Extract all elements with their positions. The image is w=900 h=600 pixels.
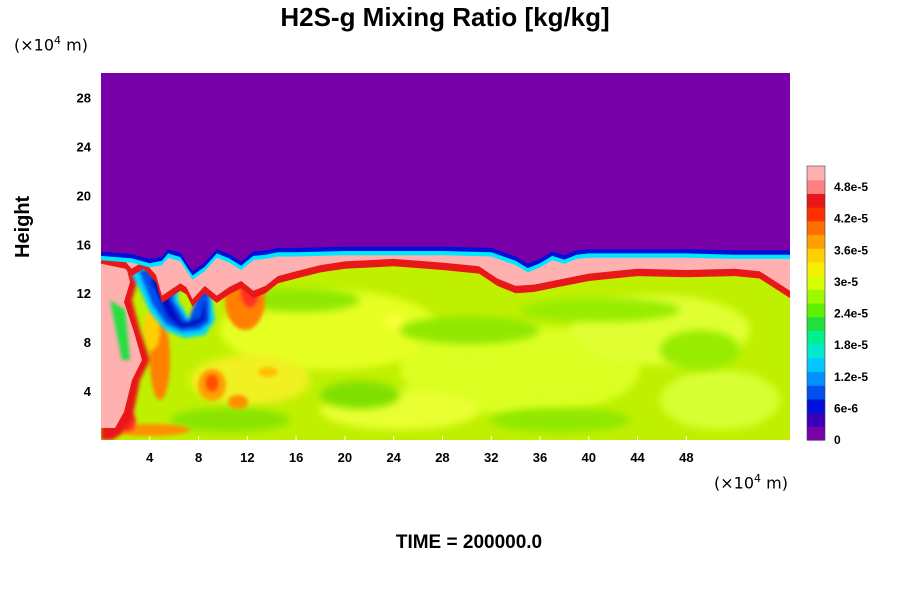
colorbar-tick-label: 4.8e-5 — [834, 180, 868, 194]
colorbar-segment — [807, 220, 825, 236]
x-tick-label: 8 — [195, 450, 202, 465]
colorbar-segment — [807, 316, 825, 331]
colorbar-tick-label: 0 — [834, 433, 841, 447]
x-tick-label: 24 — [386, 450, 401, 465]
colorbar-segment — [807, 330, 825, 345]
colorbar-tick-label: 6e-6 — [834, 401, 858, 415]
x-tick-label: 36 — [533, 450, 547, 465]
heatmap-green-swirls — [170, 288, 740, 432]
colorbar-segment — [807, 426, 825, 441]
y-tick-label: 28 — [77, 90, 91, 105]
colorbar-segment — [807, 303, 825, 318]
colorbar-tick-label: 1.2e-5 — [834, 370, 868, 384]
colorbar-segment — [807, 207, 825, 222]
x-tick-label: 40 — [582, 450, 596, 465]
colorbar-tick-label: 4.2e-5 — [834, 212, 868, 226]
x-tick-label: 4 — [146, 450, 154, 465]
x-tick-label: 20 — [338, 450, 352, 465]
x-tick-label: 28 — [435, 450, 449, 465]
y-tick-label: 24 — [77, 139, 92, 154]
colorbar-tick-label: 1.8e-5 — [834, 338, 868, 352]
y-tick-label: 8 — [84, 335, 91, 350]
x-tick-label: 16 — [289, 450, 303, 465]
x-tick-label: 12 — [240, 450, 254, 465]
colorbar-segment — [807, 234, 825, 249]
colorbar-segment — [807, 193, 825, 208]
y-tick-label: 12 — [77, 286, 91, 301]
x-tick-label: 44 — [630, 450, 645, 465]
colorbar: 0 6e-6 1.2e-5 1.8e-5 2.4e-5 3e-5 3.6e-5 4.2e-5 4… — [806, 165, 868, 447]
colorbar-segment — [807, 371, 825, 386]
x-axis-ticks: 4 8 12 16 20 24 28 32 36 40 44 48 — [146, 436, 694, 465]
y-tick-label: 4 — [84, 384, 92, 399]
colorbar-segment — [807, 385, 825, 400]
colorbar-segment — [807, 344, 825, 359]
colorbar-tick-label: 3.6e-5 — [834, 243, 868, 257]
y-axis-unit: (×104 m) — [14, 34, 88, 55]
x-tick-label: 32 — [484, 450, 498, 465]
time-label: TIME = 200000.0 — [395, 532, 543, 553]
heatmap-upper-layer — [101, 73, 790, 272]
colorbar-segment — [807, 398, 825, 414]
colorbar-segment — [807, 412, 825, 427]
heatmap-top-boundary — [101, 246, 790, 307]
colorbar-segment — [807, 166, 825, 181]
y-axis-ticks: 4 8 12 16 20 24 28 — [77, 90, 92, 399]
colorbar-segment — [807, 275, 825, 290]
chart-title: H2S-g Mixing Ratio [kg/kg] — [280, 2, 610, 32]
y-tick-label: 16 — [77, 237, 91, 252]
colorbar-tick-label: 3e-5 — [834, 275, 858, 289]
x-axis-unit: (×104 m) — [714, 472, 788, 493]
colorbar-tick-label: 2.4e-5 — [834, 307, 868, 321]
colorbar-segment — [807, 248, 825, 263]
colorbar-frame — [806, 165, 826, 441]
colorbar-segment — [807, 179, 825, 194]
x-tick-label: 48 — [679, 450, 693, 465]
colorbar-segment — [807, 289, 825, 304]
colorbar-segment — [807, 261, 825, 277]
y-tick-label: 20 — [77, 188, 91, 203]
colorbar-segment — [807, 357, 825, 373]
